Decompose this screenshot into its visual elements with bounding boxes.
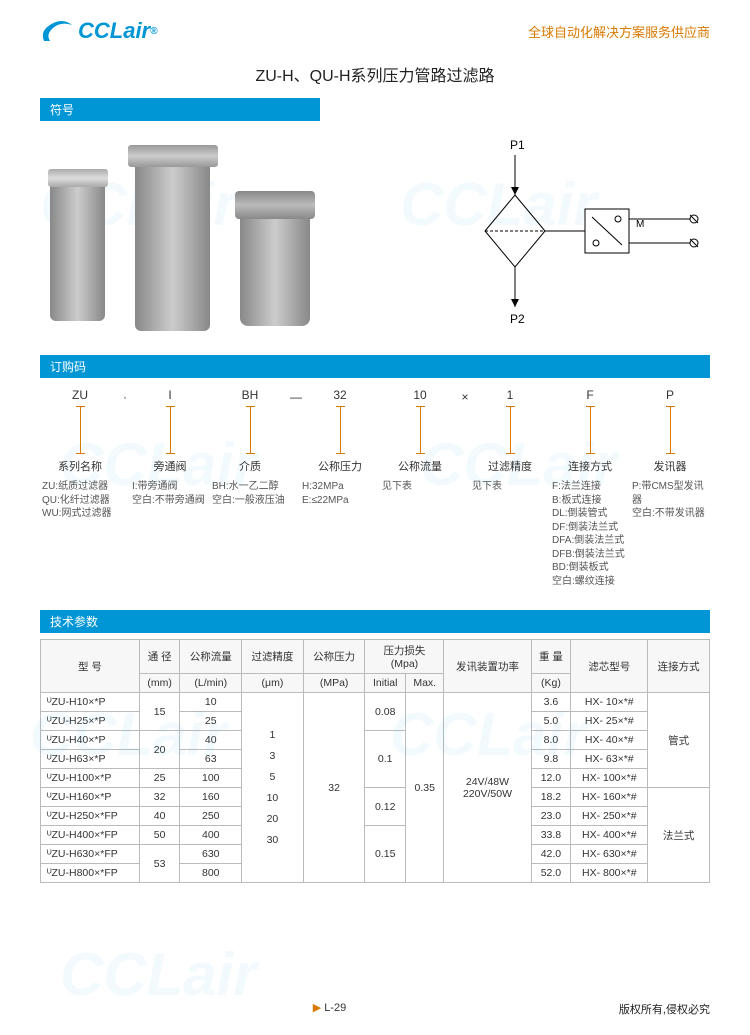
order-label: 发讯器 (630, 458, 710, 474)
table-row: ᵁZU-H160×*P321600.1218.2HX- 160×*#法兰式 (41, 788, 710, 807)
header-tagline: 全球自动化解决方案服务供应商 (528, 22, 710, 41)
table-row: ᵁZU-H400×*FP504000.1533.8HX- 400×*# (41, 826, 710, 845)
order-col-2: BH 介质 BH:水一乙二醇空白:一般液压油 (210, 388, 290, 588)
order-stem (170, 406, 171, 454)
page-title: ZU-H、QU-H系列压力管路过滤路 (0, 62, 750, 86)
order-code: ZU系列名称ZU:纸质过滤器QU:化纤过滤器WU:网式过滤器·I旁通阀I:带旁通… (40, 378, 710, 592)
brand-logo: CCLair ® (40, 18, 158, 44)
order-col-3: 32 公称压力 H:32MPaE:≤22MPa (300, 388, 380, 588)
order-label: 旁通阀 (130, 458, 210, 474)
order-col-4: 10 公称流量见下表 (380, 388, 460, 588)
copyright: 版权所有,侵权必究 (619, 1001, 710, 1017)
order-label: 介质 (210, 458, 290, 474)
order-stem (80, 406, 81, 454)
order-stem (420, 406, 421, 454)
order-col-1: I 旁通阀 I:带旁通阀空白:不带旁通阀 (130, 388, 210, 588)
order-desc: 见下表 (380, 480, 460, 494)
order-col-0: ZU 系列名称 ZU:纸质过滤器QU:化纤过滤器WU:网式过滤器 (40, 388, 120, 588)
th-power: 发讯装置功率 (444, 640, 531, 693)
port-m: M (636, 219, 644, 230)
hydraulic-schematic: P1 P2 M (390, 131, 710, 331)
section-order: 订购码 (40, 355, 710, 378)
order-val: BH (210, 388, 290, 402)
order-val: 1 (470, 388, 550, 402)
section-tech: 技术参数 (40, 610, 710, 633)
page-number: L-29 (313, 1001, 347, 1017)
order-stem (250, 406, 251, 454)
order-desc: P:带CMS型发讯器空白:不带发讯器 (630, 480, 710, 521)
order-desc: 见下表 (470, 480, 550, 494)
table-row: ᵁZU-H40×*P20400.18.0HX- 40×*# (41, 731, 710, 750)
th-conn: 连接方式 (648, 640, 710, 693)
port-p2: P2 (510, 312, 525, 326)
page-footer: L-29 版权所有,侵权必究 (0, 1001, 750, 1017)
order-label: 连接方式 (550, 458, 630, 474)
th-model: 型 号 (41, 640, 140, 693)
order-val: P (630, 388, 710, 402)
order-desc: F:法兰连接B:板式连接DL:倒装管式DF:倒装法兰式DFA:倒装法兰式DFB:… (550, 480, 630, 588)
order-desc: ZU:纸质过滤器QU:化纤过滤器WU:网式过滤器 (40, 480, 120, 521)
order-desc: I:带旁通阀空白:不带旁通阀 (130, 480, 210, 507)
order-val: I (130, 388, 210, 402)
logo-icon (40, 19, 74, 43)
order-stem (590, 406, 591, 454)
port-p1: P1 (510, 138, 525, 152)
brand-reg: ® (150, 26, 157, 37)
th-press: 公称压力 (303, 640, 365, 674)
order-val: ZU (40, 388, 120, 402)
tech-params-table: 型 号 通 径 公称流量 过滤精度 公称压力 压力损失(Mpa) 发讯装置功率 … (40, 639, 710, 883)
order-label: 系列名称 (40, 458, 120, 474)
order-label: 公称压力 (300, 458, 380, 474)
th-prec: 过滤精度 (242, 640, 304, 674)
order-label: 过滤精度 (470, 458, 550, 474)
order-label: 公称流量 (380, 458, 460, 474)
page-header: CCLair ® 全球自动化解决方案服务供应商 (0, 0, 750, 52)
order-col-6: F 连接方式 F:法兰连接B:板式连接DL:倒装管式DF:倒装法兰式DFA:倒装法兰… (550, 388, 630, 588)
table-row: ᵁZU-H10×*P1510135102030320.080.3524V/48W… (41, 693, 710, 712)
order-val: 32 (300, 388, 380, 402)
th-weight: 重 量 (531, 640, 571, 674)
order-stem (340, 406, 341, 454)
symbol-row: P1 P2 M (40, 131, 710, 331)
section-symbol: 符号 (40, 98, 320, 121)
th-loss: 压力损失(Mpa) (365, 640, 444, 674)
order-stem (510, 406, 511, 454)
brand-name: CCLair (78, 18, 150, 44)
product-photo (40, 131, 320, 331)
order-desc: H:32MPaE:≤22MPa (300, 480, 380, 507)
order-desc: BH:水一乙二醇空白:一般液压油 (210, 480, 290, 507)
order-val: F (550, 388, 630, 402)
th-elem: 滤芯型号 (571, 640, 648, 693)
order-val: 10 (380, 388, 460, 402)
th-flow: 公称流量 (180, 640, 242, 674)
order-col-5: 1 过滤精度见下表 (470, 388, 550, 588)
th-dia: 通 径 (139, 640, 180, 674)
order-stem (670, 406, 671, 454)
order-col-7: P 发讯器 P:带CMS型发讯器空白:不带发讯器 (630, 388, 710, 588)
